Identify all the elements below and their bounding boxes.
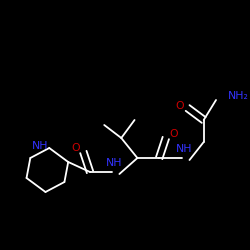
Text: NH: NH: [106, 158, 122, 168]
Text: O: O: [72, 143, 80, 153]
Text: NH₂: NH₂: [228, 91, 248, 101]
Text: NH: NH: [32, 141, 48, 151]
Text: O: O: [176, 101, 184, 111]
Text: O: O: [169, 129, 178, 139]
Text: NH: NH: [176, 144, 192, 154]
